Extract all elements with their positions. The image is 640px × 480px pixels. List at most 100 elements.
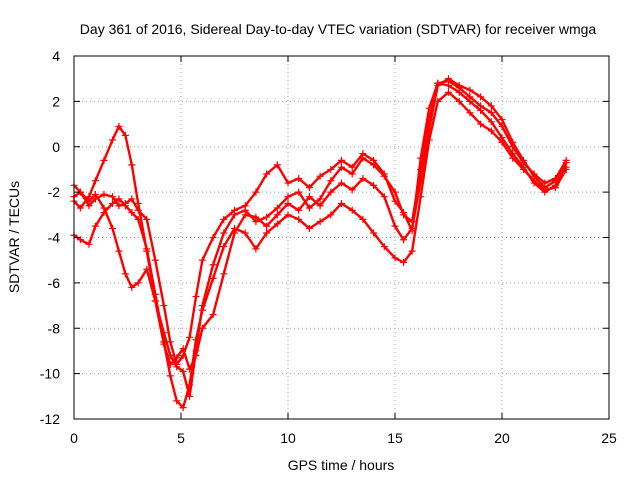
data-point xyxy=(273,204,281,212)
data-point xyxy=(400,236,408,244)
data-point xyxy=(477,120,485,128)
x-tick-label: 15 xyxy=(387,430,403,446)
data-point xyxy=(562,163,570,171)
data-point xyxy=(128,209,136,217)
data-point xyxy=(166,361,174,369)
data-point xyxy=(209,261,217,269)
y-tick-label: -6 xyxy=(48,275,61,291)
data-point xyxy=(498,122,506,130)
data-point xyxy=(348,170,356,178)
data-point xyxy=(179,367,187,375)
x-tick-label: 0 xyxy=(70,430,78,446)
data-point xyxy=(466,109,474,117)
y-axis-ticks: -12 -10 -8 -6 -4 -2 0 2 4 xyxy=(40,48,609,427)
data-point xyxy=(100,190,108,198)
data-point xyxy=(85,240,93,248)
data-point xyxy=(209,234,217,241)
y-tick-label: 2 xyxy=(52,93,60,109)
data-point xyxy=(220,229,228,237)
data-point xyxy=(115,122,123,130)
data-point xyxy=(541,188,549,196)
series-line xyxy=(72,77,568,371)
data-point xyxy=(143,247,151,255)
data-point xyxy=(359,150,367,158)
y-tick-label: -2 xyxy=(48,184,61,200)
data-point xyxy=(134,206,142,214)
data-point xyxy=(295,188,303,196)
data-point xyxy=(455,84,463,92)
series-line xyxy=(72,79,568,366)
data-point xyxy=(370,181,378,189)
data-point xyxy=(263,213,271,221)
data-point xyxy=(91,222,99,230)
data-point xyxy=(498,134,506,142)
data-point xyxy=(305,204,313,212)
data-point xyxy=(477,93,485,101)
data-point xyxy=(380,193,388,201)
data-point xyxy=(380,170,388,178)
data-point xyxy=(128,283,136,291)
y-tick-label: -10 xyxy=(40,366,60,382)
y-tick-label: -4 xyxy=(48,230,61,246)
data-point xyxy=(198,302,206,310)
data-point xyxy=(186,333,194,341)
data-point xyxy=(121,270,129,278)
x-axis-title: GPS time / hours xyxy=(288,457,395,473)
data-point xyxy=(263,170,271,178)
data-point xyxy=(91,195,99,203)
data-point xyxy=(151,256,159,264)
data-point xyxy=(109,199,117,207)
data-point xyxy=(186,365,194,373)
data-point xyxy=(562,156,570,164)
data-point xyxy=(391,197,399,205)
data-point xyxy=(370,229,378,237)
data-point xyxy=(284,193,292,201)
data-point xyxy=(359,215,367,223)
data-point xyxy=(487,127,495,135)
data-point xyxy=(179,351,187,359)
data-point xyxy=(166,338,174,346)
y-tick-label: -8 xyxy=(48,320,61,336)
data-point xyxy=(391,222,399,230)
data-point xyxy=(198,256,206,264)
data-point xyxy=(241,202,249,210)
data-point xyxy=(115,202,123,210)
x-axis-ticks: 0 5 10 15 20 25 xyxy=(70,56,617,446)
x-tick-label: 5 xyxy=(177,430,185,446)
series-line xyxy=(72,81,568,398)
data-point xyxy=(273,220,281,228)
data-point xyxy=(252,218,260,226)
data-point xyxy=(487,102,495,110)
data-point xyxy=(316,172,324,180)
data-point xyxy=(327,165,335,173)
data-point xyxy=(455,97,463,105)
data-point xyxy=(179,404,187,412)
data-point xyxy=(273,211,281,219)
data-point xyxy=(231,229,238,237)
data-point xyxy=(76,236,84,244)
data-point xyxy=(498,116,506,124)
data-point xyxy=(530,170,538,178)
grid-lines xyxy=(74,56,609,419)
series-track-4 xyxy=(70,77,570,369)
data-point xyxy=(408,227,416,235)
data-point xyxy=(115,195,123,203)
data-point xyxy=(220,215,228,223)
y-tick-label: 0 xyxy=(52,139,60,155)
x-tick-label: 25 xyxy=(601,430,617,446)
data-point xyxy=(509,143,517,151)
data-point xyxy=(263,229,271,237)
data-point xyxy=(370,156,378,164)
data-point xyxy=(231,206,238,214)
data-point xyxy=(134,199,142,207)
data-point xyxy=(338,163,345,171)
data-point xyxy=(359,175,367,183)
data-point xyxy=(166,351,174,359)
data-point xyxy=(91,177,99,185)
data-point xyxy=(220,270,228,278)
data-point xyxy=(327,211,335,219)
x-tick-label: 10 xyxy=(280,430,296,446)
data-point xyxy=(552,181,559,189)
data-series xyxy=(70,75,570,412)
data-point xyxy=(445,88,452,96)
